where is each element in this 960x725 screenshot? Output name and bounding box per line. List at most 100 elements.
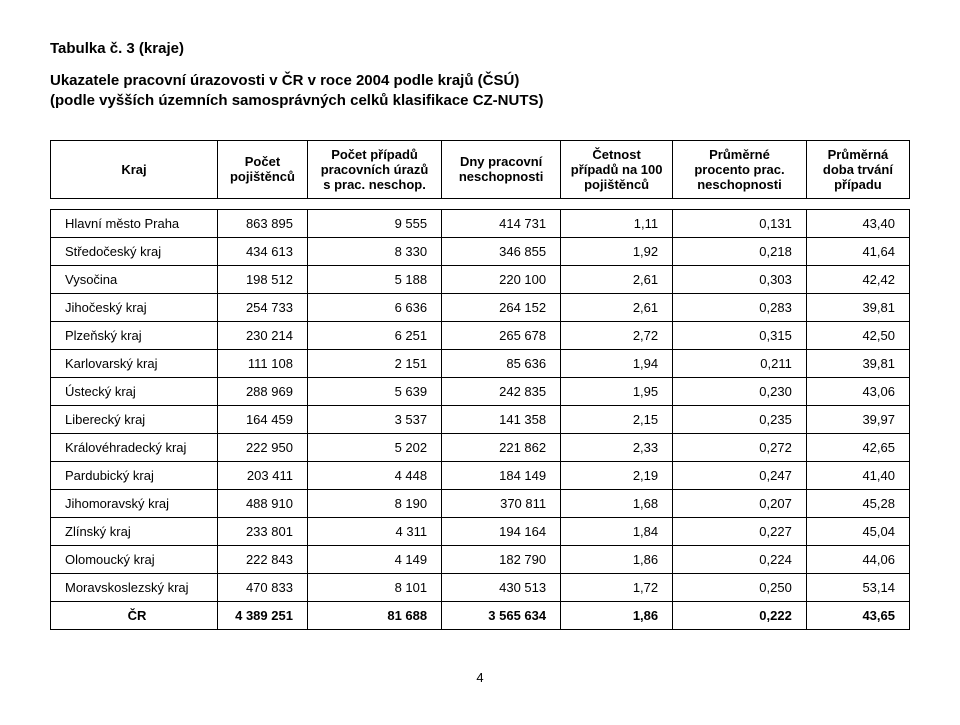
cell: 0,247 (673, 461, 807, 489)
table-row: Jihomoravský kraj488 9108 190370 8111,68… (51, 489, 910, 517)
table-row: Hlavní město Praha863 8959 555414 7311,1… (51, 209, 910, 237)
col-header-kraj: Kraj (51, 140, 218, 198)
cell: 254 733 (218, 293, 308, 321)
col-header-pocet-pojistencu: Počet pojištěnců (218, 140, 308, 198)
cell: 2,19 (561, 461, 673, 489)
cell-kraj: Karlovarský kraj (51, 349, 218, 377)
cell: 414 731 (442, 209, 561, 237)
cell: 242 835 (442, 377, 561, 405)
cell: 1,72 (561, 573, 673, 601)
cell: 182 790 (442, 545, 561, 573)
table-row: Karlovarský kraj111 1082 15185 6361,940,… (51, 349, 910, 377)
cell-kraj: Ústecký kraj (51, 377, 218, 405)
cell: 2,15 (561, 405, 673, 433)
table-row: Královéhradecký kraj222 9505 202221 8622… (51, 433, 910, 461)
cell-kraj: Jihočeský kraj (51, 293, 218, 321)
cell: 2,33 (561, 433, 673, 461)
cell: 198 512 (218, 265, 308, 293)
cell: 43,40 (806, 209, 909, 237)
cell-kraj: Vysočina (51, 265, 218, 293)
cell: 164 459 (218, 405, 308, 433)
cell-kraj: Královéhradecký kraj (51, 433, 218, 461)
cell: 1,92 (561, 237, 673, 265)
cell: 222 950 (218, 433, 308, 461)
cell: 39,97 (806, 405, 909, 433)
cell: 0,211 (673, 349, 807, 377)
footer-row: ČR 4 389 251 81 688 3 565 634 1,86 0,222… (51, 601, 910, 629)
cell-kraj: Olomoucký kraj (51, 545, 218, 573)
cell: 222 843 (218, 545, 308, 573)
cell: 0,224 (673, 545, 807, 573)
caption-line-2: (podle vyšších územních samosprávných ce… (50, 92, 544, 109)
cell: 220 100 (442, 265, 561, 293)
cell: 39,81 (806, 349, 909, 377)
cell: 288 969 (218, 377, 308, 405)
cell: 5 202 (307, 433, 441, 461)
cell: 430 513 (442, 573, 561, 601)
cell: 45,28 (806, 489, 909, 517)
table-row: Jihočeský kraj254 7336 636264 1522,610,2… (51, 293, 910, 321)
cell: 1,94 (561, 349, 673, 377)
cell: 4 311 (307, 517, 441, 545)
cell: 6 636 (307, 293, 441, 321)
cell: 264 152 (442, 293, 561, 321)
cell: 184 149 (442, 461, 561, 489)
cell: 5 639 (307, 377, 441, 405)
cell: 1,86 (561, 545, 673, 573)
cell: 470 833 (218, 573, 308, 601)
cell: 488 910 (218, 489, 308, 517)
cell: 434 613 (218, 237, 308, 265)
cell: 41,64 (806, 237, 909, 265)
cell: 45,04 (806, 517, 909, 545)
table-body: Hlavní město Praha863 8959 555414 7311,1… (51, 209, 910, 601)
cell: 42,50 (806, 321, 909, 349)
table-row: Plzeňský kraj230 2146 251265 6782,720,31… (51, 321, 910, 349)
cell: 2,61 (561, 265, 673, 293)
cell: 346 855 (442, 237, 561, 265)
cell-kraj: Zlínský kraj (51, 517, 218, 545)
footer-cell: 4 389 251 (218, 601, 308, 629)
cell: 2 151 (307, 349, 441, 377)
col-header-doba: Průměrná doba trvání případu (806, 140, 909, 198)
cell: 194 164 (442, 517, 561, 545)
footer-cell: 1,86 (561, 601, 673, 629)
cell: 42,65 (806, 433, 909, 461)
cell: 43,06 (806, 377, 909, 405)
cell-kraj: Liberecký kraj (51, 405, 218, 433)
table-caption: Ukazatele pracovní úrazovosti v ČR v roc… (50, 71, 910, 112)
cell: 0,235 (673, 405, 807, 433)
cell: 6 251 (307, 321, 441, 349)
footer-cell: 43,65 (806, 601, 909, 629)
footer-kraj: ČR (51, 601, 218, 629)
table-row: Olomoucký kraj222 8434 149182 7901,860,2… (51, 545, 910, 573)
cell-kraj: Pardubický kraj (51, 461, 218, 489)
cell-kraj: Jihomoravský kraj (51, 489, 218, 517)
cell: 0,131 (673, 209, 807, 237)
cell-kraj: Plzeňský kraj (51, 321, 218, 349)
cell: 8 330 (307, 237, 441, 265)
cell: 85 636 (442, 349, 561, 377)
footer-cell: 0,222 (673, 601, 807, 629)
cell: 0,303 (673, 265, 807, 293)
cell: 0,272 (673, 433, 807, 461)
cell: 1,11 (561, 209, 673, 237)
table-row: Moravskoslezský kraj470 8338 101430 5131… (51, 573, 910, 601)
cell: 4 149 (307, 545, 441, 573)
cell: 221 862 (442, 433, 561, 461)
cell: 141 358 (442, 405, 561, 433)
cell: 0,283 (673, 293, 807, 321)
header-spacer (51, 198, 910, 209)
cell: 0,230 (673, 377, 807, 405)
cell: 0,207 (673, 489, 807, 517)
cell: 44,06 (806, 545, 909, 573)
cell: 41,40 (806, 461, 909, 489)
cell: 5 188 (307, 265, 441, 293)
title-block: Tabulka č. 3 (kraje) Ukazatele pracovní … (50, 40, 910, 112)
cell: 265 678 (442, 321, 561, 349)
cell-kraj: Hlavní město Praha (51, 209, 218, 237)
cell: 9 555 (307, 209, 441, 237)
cell: 39,81 (806, 293, 909, 321)
table-number: Tabulka č. 3 (kraje) (50, 40, 910, 57)
col-header-dny: Dny pracovní neschopnosti (442, 140, 561, 198)
col-header-pocet-pripadu: Počet případů pracovních úrazů s prac. n… (307, 140, 441, 198)
